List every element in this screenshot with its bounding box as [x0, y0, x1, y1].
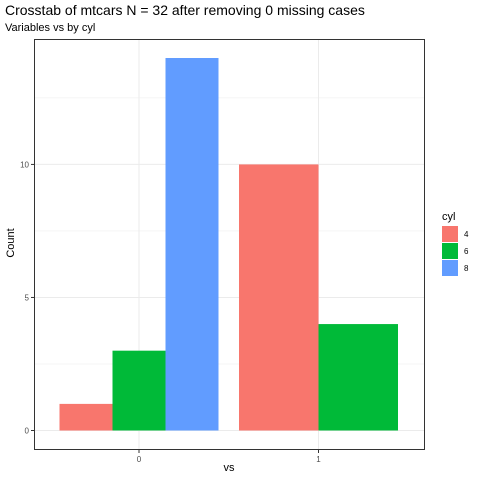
- bar-cyl-4-vs-0: [59, 403, 113, 431]
- legend-label-8: 8: [464, 264, 469, 273]
- legend-key-8: [442, 260, 458, 276]
- legend-key-6: [442, 243, 458, 259]
- legend-key-4: [442, 226, 458, 242]
- x-axis-title: vs: [224, 462, 236, 474]
- legend-items: 4 6 8: [442, 226, 469, 276]
- bar-cyl-6-vs-0: [112, 350, 166, 431]
- bar-cyl-8-vs-0: [165, 58, 219, 431]
- legend-label-6: 6: [464, 247, 469, 256]
- bar-cyl-4-vs-1: [239, 164, 319, 431]
- bar-cyl-6-vs-1: [318, 324, 398, 431]
- legend-title: cyl: [442, 211, 455, 223]
- x-tick-label: 0: [137, 455, 142, 464]
- x-tick-label: 1: [316, 455, 321, 464]
- y-tick-label: 10: [20, 160, 29, 169]
- legend-label-4: 4: [464, 230, 469, 239]
- chart-subtitle: Variables vs by cyl: [5, 22, 95, 34]
- y-axis-title: Count: [5, 228, 17, 257]
- y-tick-label: 0: [25, 427, 30, 436]
- chart-title: Crosstab of mtcars N = 32 after removing…: [5, 2, 365, 18]
- legend: cyl 4 6 8: [442, 211, 469, 276]
- bars: [59, 58, 398, 431]
- y-axis-ticks: 0 5 10: [20, 160, 34, 436]
- y-tick-label: 5: [25, 293, 30, 302]
- panel-border: [34, 39, 425, 450]
